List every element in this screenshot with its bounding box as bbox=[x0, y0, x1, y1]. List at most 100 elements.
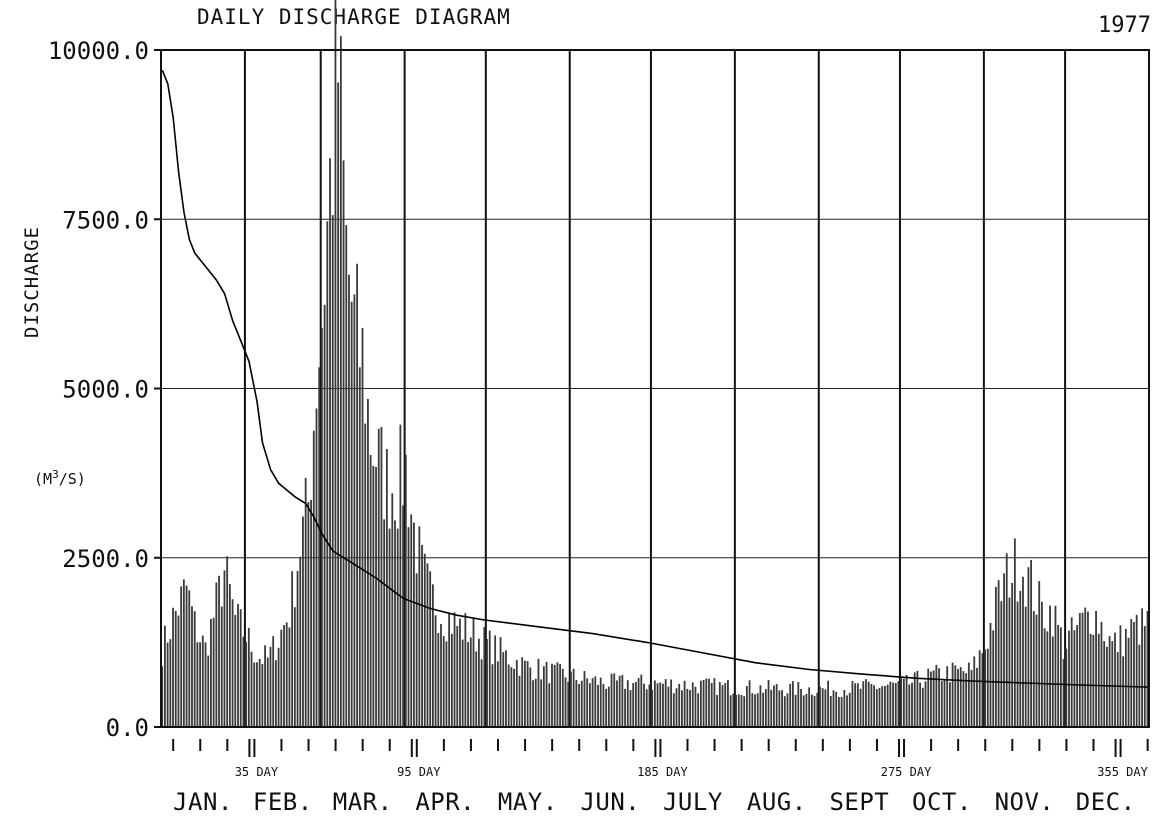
discharge-bar bbox=[210, 619, 212, 727]
discharge-bar bbox=[919, 682, 922, 727]
discharge-bar bbox=[618, 675, 621, 727]
discharge-bar bbox=[588, 683, 591, 727]
discharge-bar bbox=[1000, 601, 1003, 727]
discharge-bar bbox=[930, 671, 932, 727]
discharge-bar bbox=[307, 502, 310, 727]
discharge-bar bbox=[283, 625, 285, 727]
discharge-bar bbox=[415, 573, 418, 727]
discharge-bar bbox=[997, 580, 1000, 727]
discharge-bar bbox=[459, 618, 461, 727]
discharge-bar bbox=[835, 691, 838, 727]
discharge-bar bbox=[884, 686, 886, 727]
discharge-bar bbox=[840, 696, 843, 727]
discharge-bar bbox=[467, 642, 469, 727]
discharge-bar bbox=[797, 681, 800, 727]
discharge-bar bbox=[559, 663, 562, 727]
discharge-bar bbox=[829, 696, 832, 727]
discharge-bar bbox=[488, 630, 491, 727]
discharge-bar bbox=[927, 668, 930, 727]
discharge-bar bbox=[789, 683, 792, 727]
discharge-bar bbox=[1124, 628, 1127, 727]
month-labels: JAN. FEB. MAR. APR. MAY. JUN. JULY AUG. SEPT OCT.… bbox=[173, 788, 1135, 816]
discharge-bar bbox=[940, 681, 943, 727]
discharge-bar bbox=[967, 662, 970, 727]
discharge-bar bbox=[873, 685, 876, 727]
discharge-bar bbox=[1013, 538, 1016, 727]
discharge-bar bbox=[399, 424, 402, 727]
discharge-bar bbox=[783, 696, 786, 727]
discharge-bar bbox=[645, 689, 648, 727]
discharge-bar bbox=[507, 664, 510, 727]
discharge-bar bbox=[821, 688, 824, 727]
discharge-bar bbox=[353, 294, 356, 727]
discharge-bar bbox=[266, 657, 269, 727]
discharge-bar bbox=[675, 688, 678, 727]
discharge-bar bbox=[735, 694, 737, 727]
discharge-bar bbox=[718, 681, 721, 727]
discharge-bar bbox=[959, 667, 962, 727]
discharge-bar bbox=[951, 662, 954, 727]
discharge-bar bbox=[464, 613, 467, 727]
discharge-bar bbox=[1059, 627, 1062, 727]
day-label: 185 DAY bbox=[637, 765, 688, 779]
discharge-bar bbox=[342, 160, 345, 728]
discharge-bar bbox=[1005, 553, 1008, 727]
discharge-bar bbox=[551, 663, 553, 727]
discharge-bar bbox=[367, 398, 369, 727]
discharge-bar bbox=[304, 477, 307, 727]
discharge-bar bbox=[296, 570, 299, 727]
day-label: 275 DAY bbox=[881, 765, 932, 779]
discharge-bar bbox=[331, 215, 334, 727]
discharge-bar bbox=[239, 609, 242, 727]
discharge-bar bbox=[886, 684, 889, 727]
discharge-bar bbox=[721, 684, 724, 727]
discharge-bar bbox=[277, 647, 280, 727]
discharge-bar bbox=[859, 688, 862, 727]
discharge-bar bbox=[900, 678, 903, 727]
discharge-bar bbox=[727, 680, 729, 727]
discharge-bar bbox=[483, 626, 486, 727]
month-label: JULY bbox=[663, 788, 723, 816]
discharge-bar bbox=[293, 607, 296, 727]
discharge-bar bbox=[185, 585, 188, 727]
discharge-bar bbox=[805, 693, 808, 727]
discharge-bar bbox=[532, 680, 534, 727]
discharge-bar bbox=[1041, 601, 1043, 727]
discharge-bar bbox=[418, 526, 421, 727]
discharge-bar bbox=[261, 663, 264, 727]
discharge-bar bbox=[1076, 625, 1079, 727]
y-axis-label: DISCHARGE bbox=[21, 226, 43, 338]
discharge-bar bbox=[889, 681, 892, 727]
discharge-bar bbox=[391, 493, 394, 727]
discharge-bar bbox=[1081, 612, 1084, 727]
discharge-bar bbox=[962, 671, 965, 727]
discharge-bar bbox=[515, 659, 518, 727]
discharge-bar bbox=[161, 666, 164, 727]
discharge-bar bbox=[364, 423, 367, 727]
discharge-bar bbox=[450, 633, 453, 727]
discharge-bar bbox=[1038, 581, 1041, 727]
chart-year: 1977 bbox=[1098, 13, 1151, 38]
discharge-bar bbox=[321, 327, 323, 727]
discharge-bar bbox=[810, 694, 813, 727]
discharge-bar bbox=[708, 678, 710, 727]
month-label: JUN. bbox=[580, 788, 640, 816]
discharge-bar bbox=[656, 683, 659, 727]
discharge-bar bbox=[729, 695, 732, 727]
discharge-bar bbox=[613, 673, 616, 727]
discharge-bar bbox=[337, 82, 340, 727]
discharge-bar bbox=[943, 679, 946, 727]
discharge-bar bbox=[358, 367, 361, 727]
discharge-bar bbox=[702, 679, 705, 727]
discharge-bar bbox=[326, 221, 329, 727]
discharge-bar bbox=[442, 636, 445, 727]
discharge-bar bbox=[683, 680, 686, 727]
discharge-bar bbox=[802, 695, 805, 727]
discharge-bar bbox=[791, 681, 794, 727]
discharge-bar bbox=[201, 635, 204, 727]
discharge-bar bbox=[1130, 619, 1133, 727]
discharge-bar bbox=[913, 672, 916, 727]
discharge-bar bbox=[1027, 567, 1030, 727]
discharge-bar bbox=[662, 683, 664, 727]
discharge-bar bbox=[870, 683, 873, 727]
